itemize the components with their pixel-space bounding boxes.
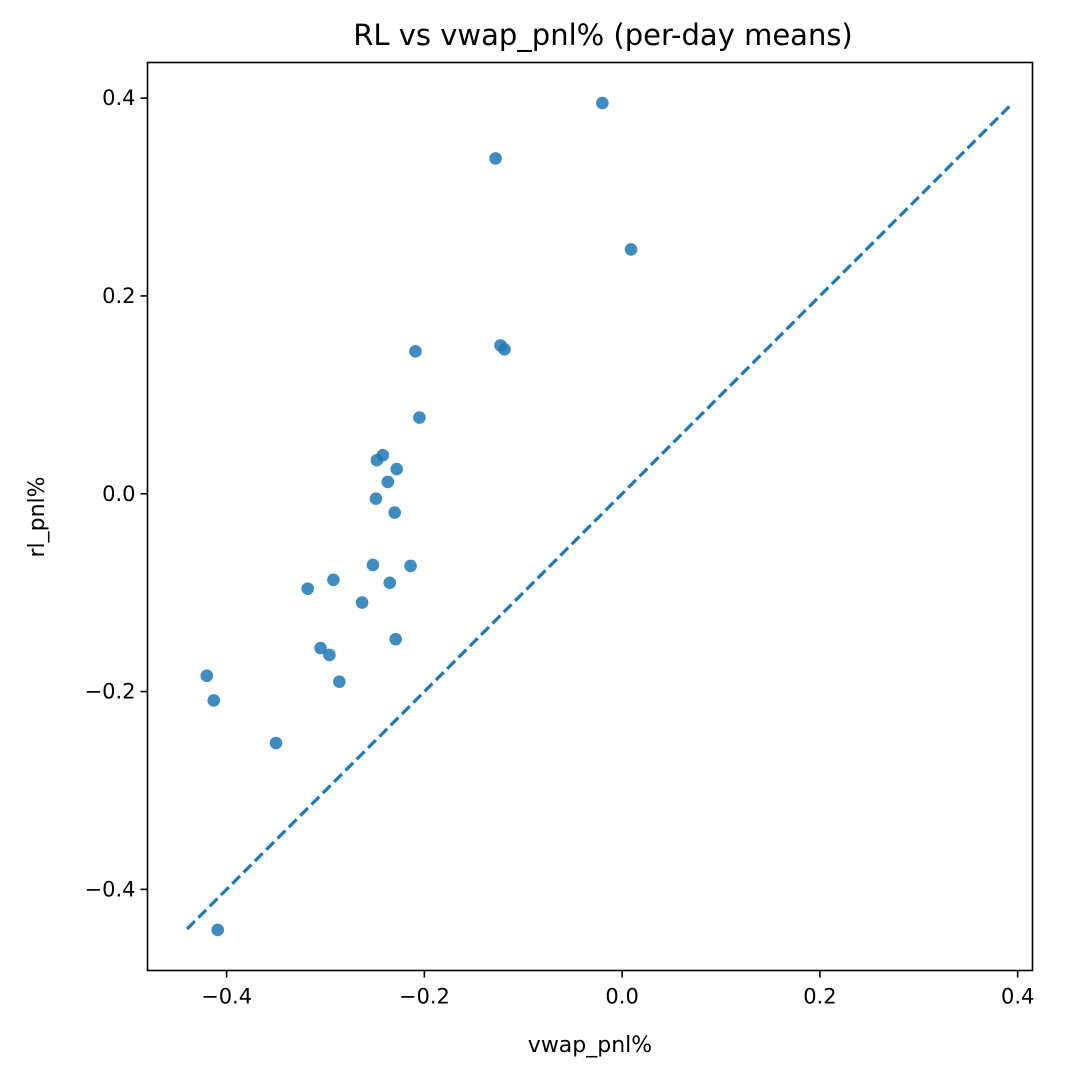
scatter-point (383, 576, 397, 590)
chart-title: RL vs vwap_pnl% (per-day means) (353, 18, 853, 52)
scatter-point (269, 736, 283, 750)
x-axis-label: vwap_pnl% (528, 1033, 652, 1058)
x-tick-label: −0.2 (399, 985, 450, 1009)
scatter-point (211, 923, 225, 937)
scatter-point (369, 492, 383, 505)
plot-area (185, 96, 1014, 937)
scatter-point (370, 453, 384, 467)
plot-frame (146, 61, 1034, 972)
scatter-point (207, 694, 221, 707)
scatter-point (333, 675, 346, 688)
scatter-point (327, 573, 340, 587)
scatter-point (596, 96, 609, 110)
x-tick-label: 0.2 (803, 985, 836, 1009)
x-tick-label: 0.4 (1001, 985, 1034, 1009)
x-axis: −0.4 −0.2 0.0 0.2 0.4 (201, 970, 1034, 1009)
scatter-point (323, 648, 336, 662)
scatter-point (388, 506, 402, 519)
scatter-point (366, 558, 380, 572)
scatter-point (314, 641, 327, 655)
scatter-point (409, 345, 422, 358)
scatter-point (404, 559, 417, 573)
scatter-point (489, 152, 502, 165)
scatter-point (413, 411, 426, 424)
y-tick-label: 0.0 (102, 482, 135, 506)
reference-line (185, 101, 1014, 931)
x-tick-label: 0.0 (605, 985, 638, 1009)
scatter-point (389, 632, 402, 646)
scatter-point (381, 475, 395, 489)
scatter-point (624, 243, 638, 256)
scatter-point (301, 582, 314, 596)
y-tick-label: −0.4 (85, 877, 136, 901)
scatter-point (390, 462, 403, 476)
scatter-point (200, 669, 214, 683)
y-tick-label: −0.2 (85, 680, 136, 704)
scatter-point (498, 343, 511, 356)
y-axis: −0.4 −0.2 0.0 0.2 0.4 (85, 86, 148, 901)
scatter-point (355, 596, 369, 609)
y-tick-label: 0.2 (102, 284, 135, 308)
x-tick-label: −0.4 (201, 985, 252, 1009)
y-axis-label: rl_pnl% (25, 476, 50, 557)
y-tick-label: 0.4 (102, 86, 135, 110)
